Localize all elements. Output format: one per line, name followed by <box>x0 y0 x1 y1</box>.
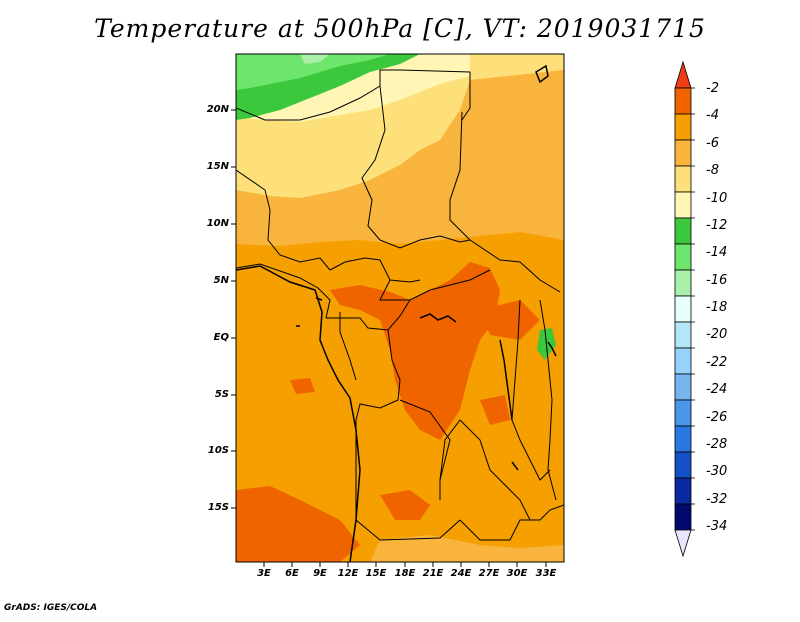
country-borders <box>236 69 564 541</box>
lat-label-5s: 5S <box>214 389 229 400</box>
legend-label: -2 <box>706 81 719 96</box>
legend-color-box <box>674 399 692 427</box>
lat-label-10s: 10S <box>207 445 229 456</box>
lon-label-12e: 12E <box>337 568 359 579</box>
lon-label-21e: 21E <box>422 568 444 579</box>
legend-label: -4 <box>706 108 719 123</box>
legend-color-box <box>674 425 692 453</box>
lat-label-5n: 5N <box>213 275 229 286</box>
legend-label: -16 <box>706 273 728 288</box>
legend-color-box <box>674 321 692 349</box>
legend-top-arrow <box>674 60 692 89</box>
legend-color-box <box>674 269 692 297</box>
map-title: Temperature at 500hPa [C], VT: 201903171… <box>94 14 706 43</box>
legend-label: -6 <box>706 136 719 151</box>
legend-label: -32 <box>706 492 728 507</box>
legend-label: -8 <box>706 163 719 178</box>
lon-label-15e: 15E <box>365 568 387 579</box>
legend-label: -22 <box>706 355 728 370</box>
legend-label: -34 <box>706 519 728 534</box>
lat-label-15s: 15S <box>207 502 229 513</box>
lon-label-27e: 27E <box>478 568 500 579</box>
legend-label: -12 <box>706 218 728 233</box>
color-legend-bar <box>674 60 695 558</box>
legend-color-box <box>674 139 692 167</box>
legend-label: -18 <box>706 300 728 315</box>
legend-bottom-arrow <box>674 529 692 558</box>
lon-label-3e: 3E <box>257 568 271 579</box>
legend-color-box <box>674 87 692 115</box>
legend-color-box <box>674 165 692 193</box>
lon-label-18e: 18E <box>394 568 416 579</box>
legend-label: -30 <box>706 464 728 479</box>
legend-color-box <box>674 295 692 323</box>
legend-label: -28 <box>706 437 728 452</box>
legend-color-box <box>674 113 692 141</box>
coastlines <box>236 64 557 562</box>
lon-label-9e: 9E <box>313 568 327 579</box>
lon-label-30e: 30E <box>506 568 528 579</box>
temperature-field <box>236 54 564 562</box>
legend-color-box <box>674 503 692 531</box>
lat-label-eq: EQ <box>213 332 229 343</box>
legend-label: -24 <box>706 382 728 397</box>
lon-label-6e: 6E <box>285 568 299 579</box>
legend-label: -26 <box>706 410 728 425</box>
legend-label: -20 <box>706 327 728 342</box>
legend-color-box <box>674 243 692 271</box>
lon-label-24e: 24E <box>450 568 472 579</box>
legend-color-box <box>674 451 692 479</box>
legend-color-box <box>674 373 692 401</box>
legend-color-box <box>674 347 692 375</box>
axis-ticks <box>231 109 547 567</box>
lon-label-33e: 33E <box>535 568 557 579</box>
legend-label: -14 <box>706 245 728 260</box>
legend-color-box <box>674 191 692 219</box>
legend-color-box <box>674 477 692 505</box>
map-frame <box>235 53 565 563</box>
grads-credit: GrADS: IGES/COLA <box>4 603 98 613</box>
legend-label: -10 <box>706 191 728 206</box>
lat-label-20n: 20N <box>206 104 229 115</box>
legend-color-box <box>674 217 692 245</box>
lat-label-15n: 15N <box>206 161 229 172</box>
lat-label-10n: 10N <box>206 218 229 229</box>
